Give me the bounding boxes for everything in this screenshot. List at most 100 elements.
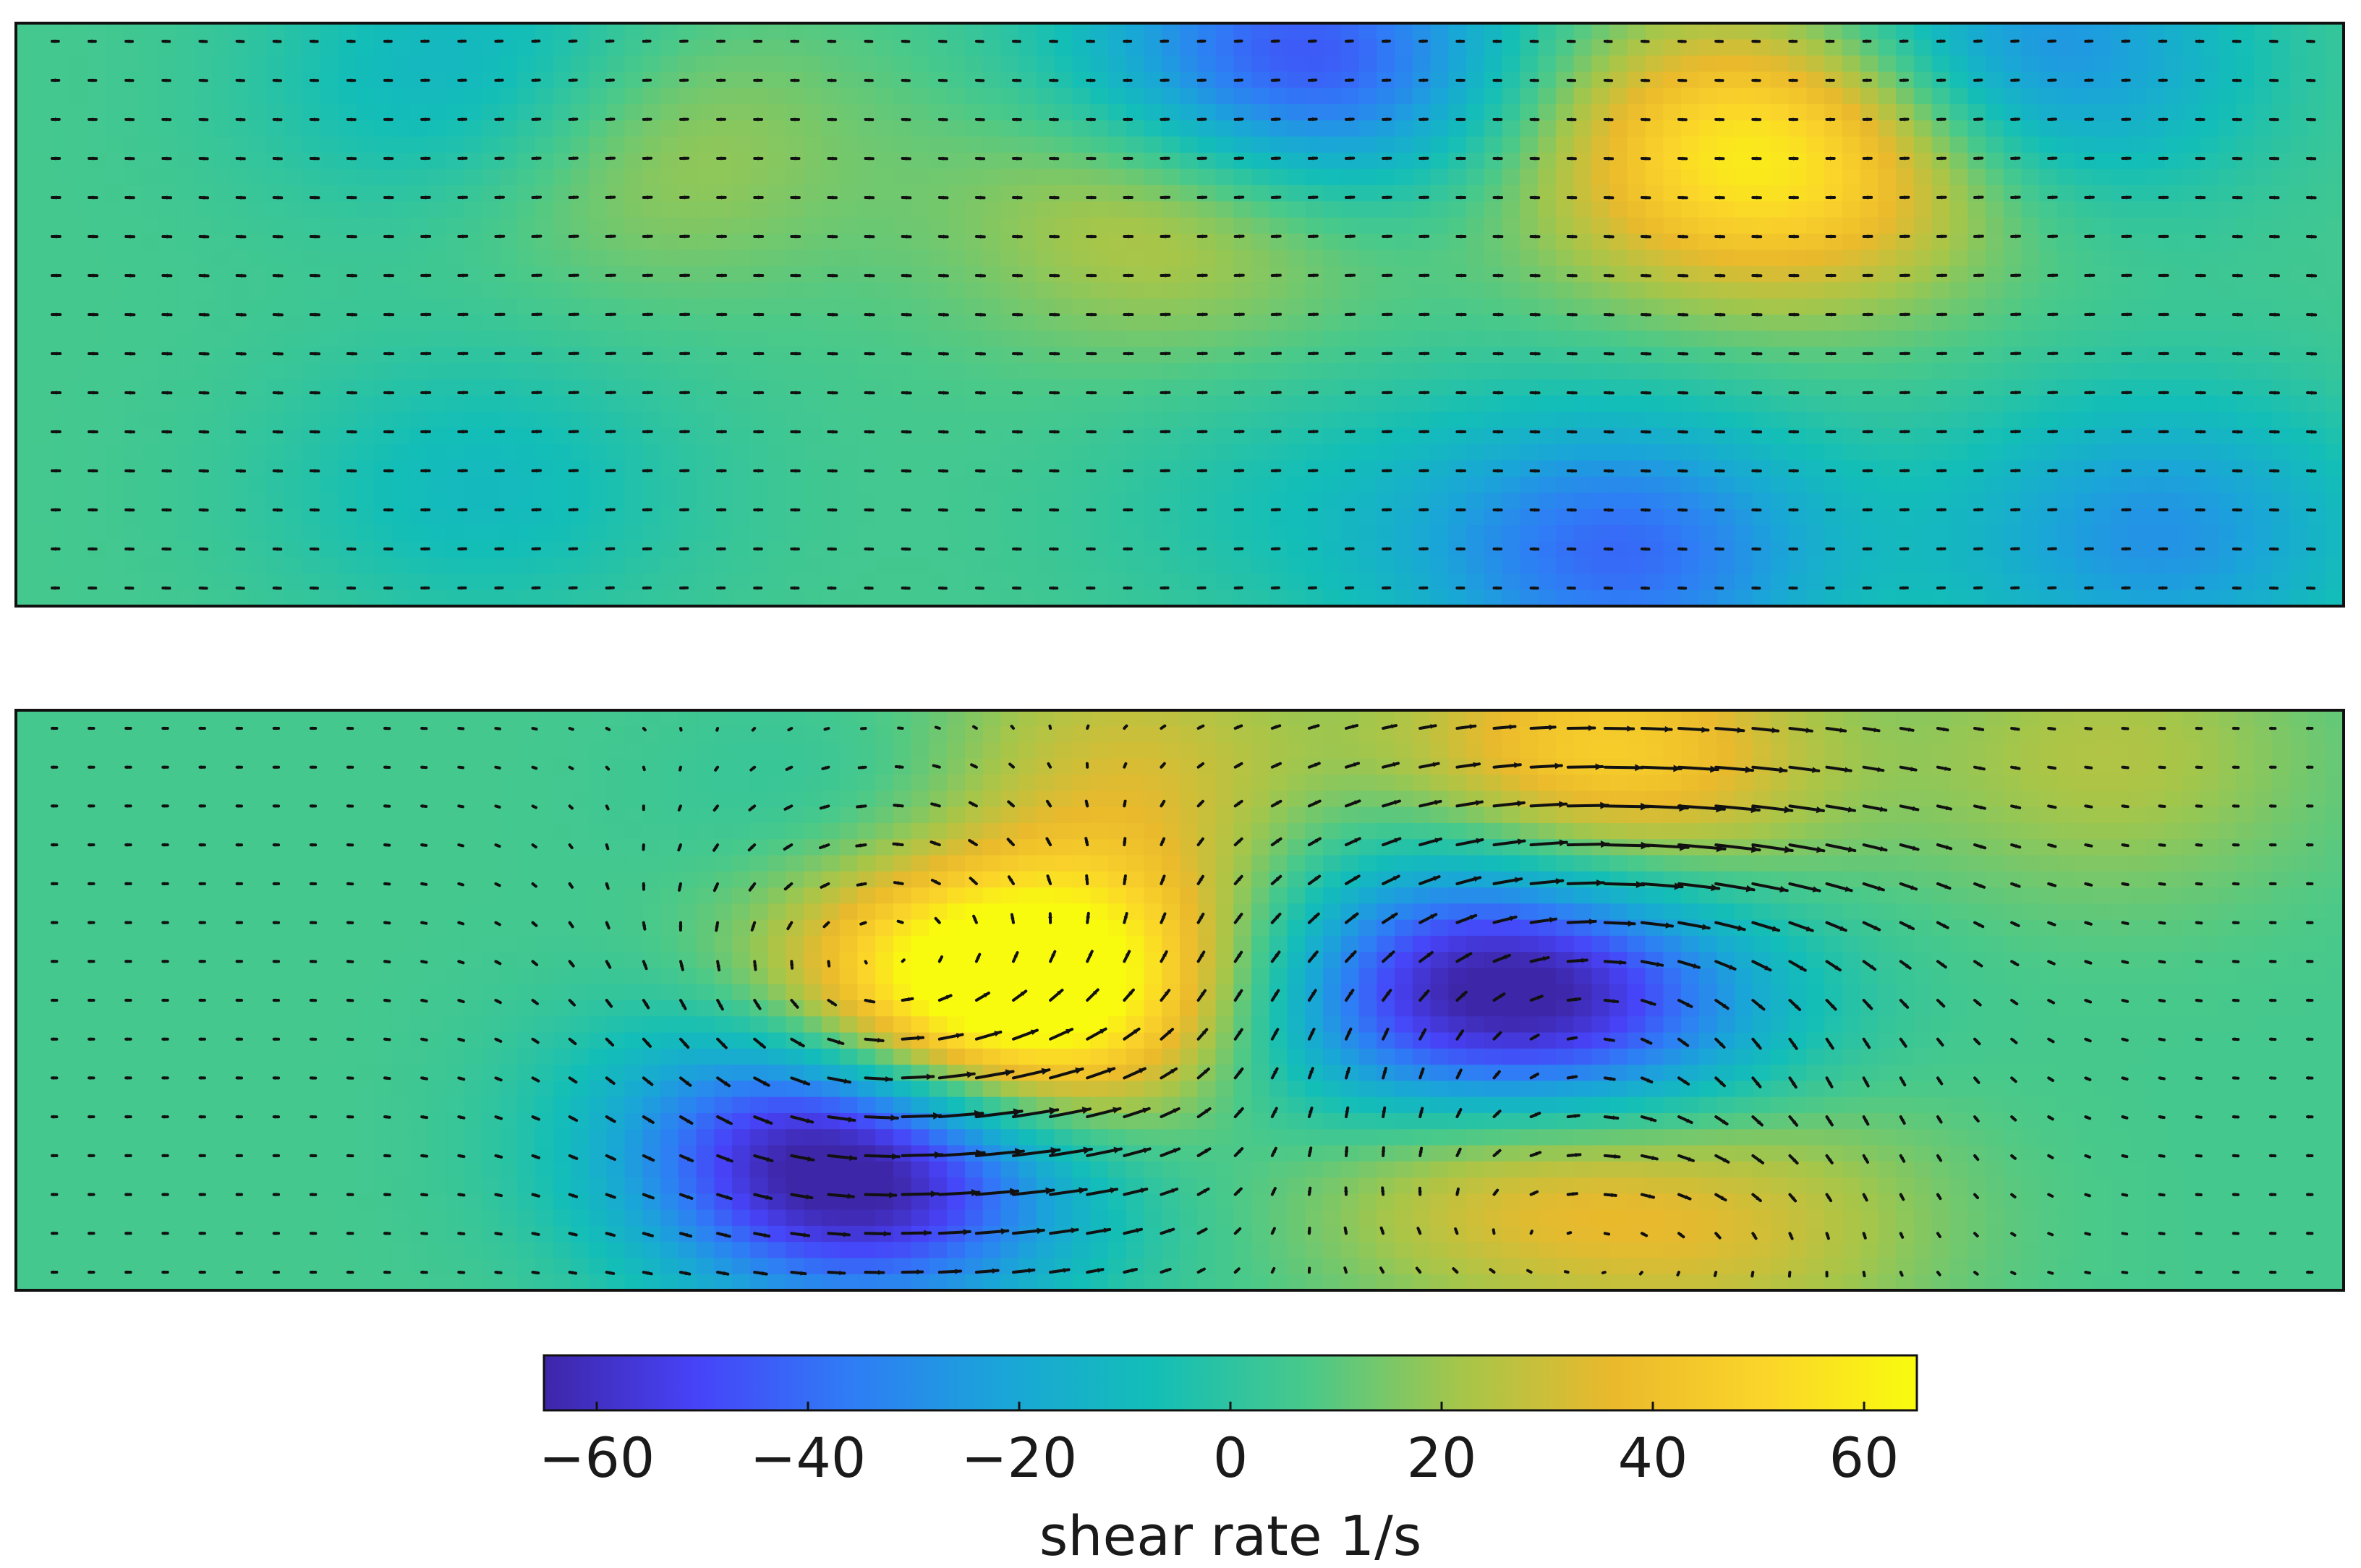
heatmap-cell	[2271, 493, 2291, 510]
heatmap-cell	[2271, 23, 2291, 41]
heatmap-cell	[1502, 136, 1521, 153]
vector-arrow	[2306, 195, 2317, 200]
heatmap-cell	[1377, 574, 1395, 591]
heatmap-cell	[1395, 169, 1413, 186]
heatmap-cell	[678, 250, 697, 267]
heatmap-cell	[857, 103, 876, 122]
heatmap-cell	[1412, 298, 1432, 315]
vector-arrow	[383, 195, 394, 200]
heatmap-cell	[1860, 250, 1879, 267]
heatmap-cell	[982, 363, 1002, 380]
heatmap-cell	[553, 153, 572, 170]
heatmap-cell	[2003, 39, 2022, 56]
heatmap-cell	[589, 589, 608, 607]
heatmap-cell	[1931, 412, 1951, 429]
heatmap-cell	[1215, 460, 1235, 477]
heatmap-cell	[284, 493, 303, 510]
heatmap-cell	[1735, 363, 1753, 380]
heatmap-cell	[1305, 153, 1324, 170]
vector-arrow	[1196, 39, 1207, 43]
heatmap-cell	[1251, 346, 1270, 364]
heatmap-cell	[821, 476, 841, 494]
heatmap-cell	[1448, 444, 1467, 461]
heatmap-cell	[1860, 39, 1879, 56]
heatmap-cell	[105, 574, 124, 591]
heatmap-cell	[266, 39, 286, 56]
heatmap-cell	[2254, 72, 2273, 89]
heatmap-cell	[1430, 23, 1450, 41]
heatmap-cell	[606, 184, 626, 203]
vector-arrow	[124, 195, 135, 200]
vector-arrow	[1086, 156, 1097, 161]
heatmap-cell	[2254, 103, 2273, 122]
heatmap-cell	[141, 55, 160, 72]
heatmap-cell	[589, 136, 608, 153]
heatmap-cell	[1358, 525, 1378, 542]
heatmap-cell	[1197, 444, 1217, 461]
heatmap-cell	[714, 23, 733, 41]
heatmap-cell	[875, 234, 894, 251]
heatmap-cell	[320, 574, 339, 591]
heatmap-cell	[553, 395, 572, 413]
heatmap-cell	[123, 331, 142, 348]
heatmap-cell	[1412, 476, 1432, 494]
heatmap-cell	[678, 136, 697, 153]
heatmap-cell	[964, 217, 984, 234]
heatmap-cell	[1269, 136, 1288, 153]
heatmap-cell	[1913, 153, 1933, 170]
heatmap-cell	[1896, 589, 1915, 607]
heatmap-cell	[517, 169, 536, 186]
heatmap-cell	[1412, 201, 1432, 218]
heatmap-cell	[1215, 346, 1235, 364]
heatmap-cell	[964, 444, 984, 461]
heatmap-cell	[374, 298, 393, 315]
heatmap-cell	[1358, 363, 1378, 380]
heatmap-cell	[1538, 412, 1557, 429]
heatmap-cell	[248, 557, 268, 575]
heatmap-cell	[517, 525, 536, 542]
heatmap-cell	[195, 153, 214, 170]
heatmap-cell	[2021, 315, 2040, 332]
heatmap-cell	[2218, 234, 2237, 251]
heatmap-cell	[553, 282, 572, 299]
heatmap-cell	[1573, 120, 1593, 137]
heatmap-cell	[1609, 395, 1628, 413]
heatmap-cell	[1985, 589, 2004, 607]
heatmap-cell	[2093, 136, 2111, 153]
heatmap-cell	[1627, 298, 1646, 315]
heatmap-cell	[1090, 557, 1109, 575]
heatmap-cell	[1735, 282, 1753, 299]
heatmap-cell	[1698, 412, 1718, 429]
heatmap-cell	[821, 395, 841, 413]
vector-arrow	[790, 195, 801, 200]
heatmap-cell	[1287, 250, 1306, 267]
heatmap-cell	[732, 72, 751, 89]
heatmap-cell	[356, 476, 375, 494]
heatmap-cell	[1913, 444, 1933, 461]
heatmap-cell	[606, 136, 626, 153]
vector-arrow	[1049, 78, 1059, 82]
heatmap-cell	[374, 589, 393, 607]
heatmap-cell	[1735, 201, 1753, 218]
heatmap-cell	[1913, 493, 1933, 510]
heatmap-cell	[1842, 427, 1861, 445]
heatmap-cell	[1806, 508, 1825, 526]
heatmap-cell	[141, 103, 160, 122]
heatmap-cell	[964, 412, 984, 429]
heatmap-cell	[1985, 346, 2004, 364]
heatmap-cell	[2164, 525, 2184, 542]
heatmap-cell	[356, 201, 375, 218]
heatmap-cell	[1197, 525, 1217, 542]
heatmap-cell	[213, 331, 231, 348]
heatmap-cell	[1287, 201, 1306, 218]
heatmap-cell	[1251, 88, 1270, 105]
heatmap-cell	[176, 282, 196, 299]
heatmap-cell	[69, 282, 88, 299]
heatmap-cell	[1698, 234, 1718, 251]
heatmap-cell	[1968, 23, 1986, 41]
heatmap-cell	[1180, 589, 1199, 607]
heatmap-cell	[2254, 298, 2273, 315]
heatmap-cell	[2093, 493, 2111, 510]
heatmap-cell	[1663, 136, 1682, 153]
heatmap-cell	[33, 508, 53, 526]
